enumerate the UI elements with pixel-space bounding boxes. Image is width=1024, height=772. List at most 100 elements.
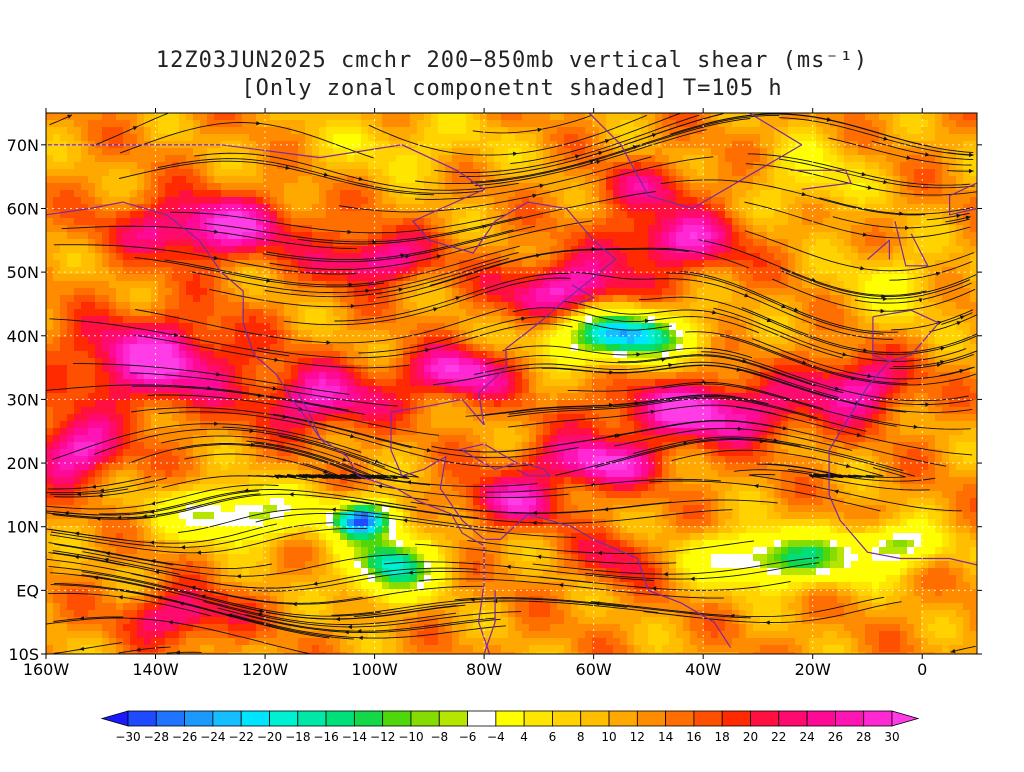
shade-cell xyxy=(627,309,635,317)
shade-cell xyxy=(529,274,537,282)
shade-cell xyxy=(725,267,733,275)
shade-cell xyxy=(648,204,656,212)
shade-cell xyxy=(970,358,977,366)
shade-cell xyxy=(186,365,194,373)
shade-cell xyxy=(592,295,600,303)
shade-cell xyxy=(473,211,481,219)
shade-cell xyxy=(144,337,152,345)
shade-cell xyxy=(746,148,754,156)
shade-cell xyxy=(354,358,362,366)
shade-cell xyxy=(914,365,922,373)
shade-cell xyxy=(172,190,180,198)
shade-cell xyxy=(284,120,292,128)
shade-cell xyxy=(144,120,152,128)
shade-cell xyxy=(508,365,516,373)
shade-cell xyxy=(214,113,222,121)
shade-cell xyxy=(823,344,831,352)
shade-cell xyxy=(172,176,180,184)
shade-cell xyxy=(291,253,299,261)
shade-cell xyxy=(767,239,775,247)
shade-cell xyxy=(669,344,677,352)
shade-cell xyxy=(585,190,593,198)
shade-cell xyxy=(557,134,565,142)
shade-cell xyxy=(886,211,894,219)
shade-cell xyxy=(648,344,656,352)
shade-cell xyxy=(851,176,859,184)
shade-cell xyxy=(508,218,516,226)
shade-cell xyxy=(95,288,103,296)
shade-cell xyxy=(165,274,173,282)
shade-cell xyxy=(116,176,124,184)
shade-cell xyxy=(634,323,642,331)
shade-cell xyxy=(802,127,810,135)
shade-cell xyxy=(466,141,474,149)
shade-cell xyxy=(263,148,271,156)
shade-cell xyxy=(200,218,208,226)
shade-cell xyxy=(256,323,264,331)
shade-cell xyxy=(431,176,439,184)
shade-cell xyxy=(277,183,285,191)
shade-cell xyxy=(389,288,397,296)
shade-cell xyxy=(228,274,236,282)
shade-cell xyxy=(774,274,782,282)
shade-cell xyxy=(144,197,152,205)
shade-cell xyxy=(137,148,145,156)
shade-cell xyxy=(515,253,523,261)
shade-cell xyxy=(949,288,957,296)
shade-cell xyxy=(676,239,684,247)
shade-cell xyxy=(718,365,726,373)
shade-cell xyxy=(445,344,453,352)
shade-cell xyxy=(669,337,677,345)
shade-cell xyxy=(81,225,89,233)
shade-cell xyxy=(130,309,138,317)
shade-cell xyxy=(704,204,712,212)
shade-cell xyxy=(690,169,698,177)
shade-cell xyxy=(319,267,327,275)
shade-cell xyxy=(165,323,173,331)
shade-cell xyxy=(578,281,586,289)
shade-cell xyxy=(186,302,194,310)
shade-cell xyxy=(725,274,733,282)
shade-cell xyxy=(81,316,89,324)
shade-cell xyxy=(221,288,229,296)
shade-cell xyxy=(221,190,229,198)
shade-cell xyxy=(550,113,558,121)
shade-cell xyxy=(473,232,481,240)
shade-cell xyxy=(935,113,943,121)
shade-cell xyxy=(781,232,789,240)
shade-cell xyxy=(67,309,75,317)
shade-cell xyxy=(186,323,194,331)
shade-cell xyxy=(249,155,257,163)
shade-cell xyxy=(536,204,544,212)
shade-cell xyxy=(298,309,306,317)
shade-cell xyxy=(627,295,635,303)
shade-cell xyxy=(445,162,453,170)
shade-cell xyxy=(95,344,103,352)
shade-cell xyxy=(424,204,432,212)
shade-cell xyxy=(508,239,516,247)
shade-cell xyxy=(816,120,824,128)
shade-cell xyxy=(60,183,68,191)
shade-cell xyxy=(795,288,803,296)
shade-cell xyxy=(893,302,901,310)
shade-cell xyxy=(494,309,502,317)
shade-cell xyxy=(459,302,467,310)
shade-cell xyxy=(459,134,467,142)
shade-cell xyxy=(501,155,509,163)
shade-cell xyxy=(543,302,551,310)
shade-cell xyxy=(634,183,642,191)
shade-cell xyxy=(816,239,824,247)
shade-cell xyxy=(326,358,334,366)
shade-cell xyxy=(536,120,544,128)
shade-cell xyxy=(200,309,208,317)
shade-cell xyxy=(816,127,824,135)
shade-cell xyxy=(403,372,411,380)
shade-cell xyxy=(46,176,54,184)
shade-cell xyxy=(641,211,649,219)
shade-cell xyxy=(319,183,327,191)
shade-cell xyxy=(109,316,117,324)
shade-cell xyxy=(739,365,747,373)
shade-cell xyxy=(522,155,530,163)
shade-cell xyxy=(942,344,950,352)
shade-cell xyxy=(858,344,866,352)
